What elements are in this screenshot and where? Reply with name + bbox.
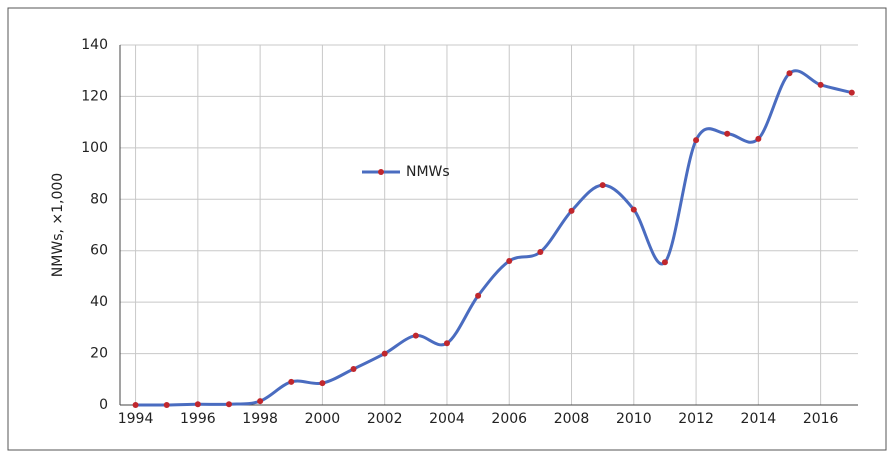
data-point [288,378,295,385]
y-tick-label: 60 [90,243,108,259]
data-point [475,292,482,299]
data-point [661,259,668,266]
data-point [848,89,855,96]
data-point [194,401,201,408]
x-tick-label: 2000 [305,411,341,427]
y-axis-label: NMWs, ×1,000 [50,173,66,277]
data-point [257,398,264,405]
data-point [786,70,793,77]
data-line [135,69,853,407]
data-point [817,81,824,88]
legend-label: NMWs [406,164,450,180]
data-point [693,137,700,144]
data-point [724,130,731,137]
data-point [630,206,637,213]
data-point [132,402,139,408]
x-tick-label: 2002 [367,411,403,427]
data-point [319,380,326,387]
data-point [163,402,170,408]
y-tick-label: 80 [90,191,108,207]
x-tick-label: 2014 [741,411,777,427]
data-point [568,207,575,214]
y-tick-label: 120 [81,88,108,104]
x-tick-label: 2006 [491,411,527,427]
x-tick-label: 2012 [678,411,714,427]
y-tick-label: 0 [99,397,108,413]
data-point [225,401,232,408]
y-tick-label: 100 [81,140,108,156]
data-point [506,258,513,264]
x-tick-label: 1996 [180,411,216,427]
data-point [412,332,419,339]
data-point [599,182,606,189]
legend-marker [378,169,384,175]
x-tick-label: 2004 [429,411,465,427]
data-point [755,135,762,142]
data-point [537,249,544,255]
data-point [381,350,388,357]
frame [7,7,887,451]
y-tick-label: 20 [90,346,108,362]
x-tick-label: 2008 [554,411,590,427]
x-tick-label: 1994 [118,411,154,427]
data-point [443,340,450,347]
y-tick-label: 40 [90,294,108,310]
x-tick-label: 2010 [616,411,652,427]
data-point [350,366,357,372]
y-tick-label: 140 [81,37,108,53]
x-tick-label: 1998 [242,411,278,427]
x-tick-label: 2016 [803,411,839,427]
